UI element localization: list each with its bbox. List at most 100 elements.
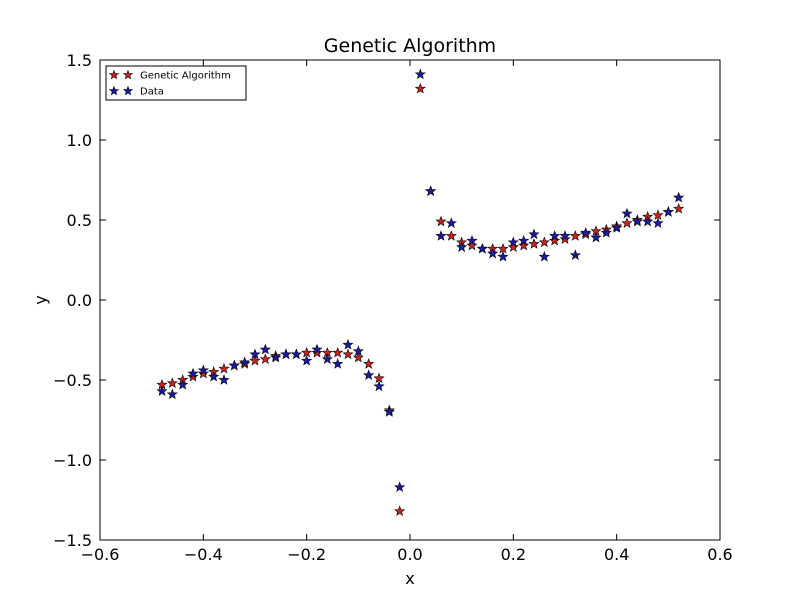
data-point (497, 250, 509, 262)
data-point (435, 215, 447, 227)
data-point (611, 222, 623, 233)
data-point (569, 249, 581, 260)
x-tick-label: −0.6 (81, 545, 120, 564)
data-point (518, 239, 530, 251)
data-point (352, 351, 364, 363)
data-point (621, 217, 633, 228)
data-point (631, 215, 643, 227)
data-point (394, 481, 406, 492)
data-point (270, 351, 282, 363)
data-point (259, 353, 271, 364)
plot-frame (99, 59, 721, 541)
data-point (311, 346, 323, 358)
data-point (332, 346, 344, 358)
data-point (290, 348, 302, 360)
data-point (487, 247, 499, 259)
data-point (559, 230, 571, 241)
data-point (435, 230, 447, 241)
x-tick-label: −0.4 (184, 545, 223, 564)
y-tick-label: 0.5 (67, 211, 92, 230)
data-point (249, 348, 261, 360)
data-point (208, 370, 220, 382)
data-point (414, 68, 426, 80)
data-point (187, 367, 199, 379)
y-tick-label: −1.5 (53, 531, 92, 550)
data-point (373, 372, 385, 384)
data-point (218, 374, 230, 385)
legend-box (105, 65, 247, 101)
data-point (228, 359, 240, 371)
data-point (549, 234, 561, 246)
data-point (187, 370, 199, 382)
data-point (662, 206, 674, 217)
x-tick-label: 0.4 (604, 545, 629, 564)
plot-area (156, 68, 685, 516)
data-point (580, 226, 592, 238)
data-point (642, 215, 654, 227)
data-point (197, 367, 209, 379)
data-point (425, 185, 437, 196)
data-point (311, 343, 323, 355)
axis-ticks: −0.6 −0.4 −0.2 0.0 0.2 0.4 0.6 −1.5 −1.0 −0.5 0.0 0… (53, 51, 733, 564)
data-point (280, 348, 292, 360)
legend-label: Genetic Algorithm (140, 71, 231, 82)
y-tick-label: −0.5 (53, 371, 92, 390)
data-point (197, 364, 209, 376)
data-point (673, 202, 685, 214)
data-point (332, 358, 344, 369)
data-point (363, 369, 375, 380)
y-tick-label: −1.0 (53, 451, 92, 470)
data-point (259, 343, 271, 355)
data-point (538, 250, 550, 262)
data-point (673, 191, 685, 203)
data-point (652, 217, 664, 228)
data-point (621, 207, 633, 219)
y-tick-label: 1.5 (67, 51, 92, 70)
data-point (342, 338, 354, 350)
data-point (528, 238, 540, 249)
data-point (476, 242, 488, 254)
legend-entry: Data (108, 85, 164, 98)
data-point (177, 378, 189, 390)
data-point (518, 234, 530, 246)
chart-title: Genetic Algorithm (324, 35, 496, 57)
data-point (569, 230, 581, 241)
data-point (166, 388, 178, 400)
data-point (445, 230, 457, 241)
legend-marker (108, 85, 120, 96)
data-point (301, 354, 313, 366)
x-tick-label: 0.2 (501, 545, 526, 564)
data-point (497, 242, 509, 254)
legend-label: Data (140, 87, 164, 98)
data-point (342, 348, 354, 360)
data-point (301, 346, 313, 358)
data-point (590, 231, 602, 243)
data-point (249, 354, 261, 366)
data-point (507, 236, 519, 248)
data-point (456, 241, 468, 252)
data-point (652, 209, 664, 220)
data-point (466, 239, 478, 251)
data-point (321, 353, 333, 364)
legend-entries: Genetic Algorithm Data (108, 69, 231, 98)
legend-marker (122, 85, 134, 96)
data-point (600, 226, 612, 238)
data-point (383, 406, 395, 417)
data-point (363, 358, 375, 369)
data-point (166, 377, 178, 388)
data-point (373, 380, 385, 392)
legend-marker (108, 69, 120, 80)
data-point (445, 217, 457, 228)
data-point (559, 233, 571, 244)
legend-entry: Genetic Algorithm (108, 69, 231, 82)
legend: Genetic Algorithm Data (105, 65, 247, 101)
y-axis-label: y (31, 295, 50, 304)
series-genetic-algorithm (156, 82, 685, 516)
x-tick-label: −0.2 (287, 545, 326, 564)
y-tick-label: 0.0 (67, 291, 92, 310)
data-point (394, 505, 406, 516)
x-tick-label: 0.6 (707, 545, 732, 564)
legend-marker (122, 69, 134, 80)
y-tick-label: 1.0 (67, 131, 92, 150)
